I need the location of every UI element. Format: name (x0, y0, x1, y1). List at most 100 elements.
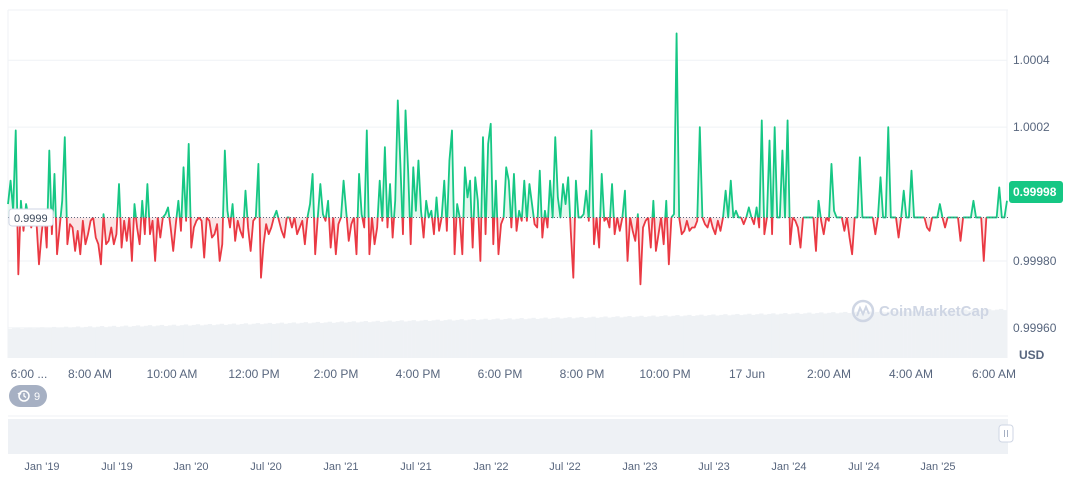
volume-bar (391, 321, 396, 358)
line-below-baseline (148, 217, 159, 262)
x-tick-label: 2:00 PM (314, 367, 359, 381)
line-above-baseline (363, 129, 370, 218)
line-above-baseline (493, 179, 499, 218)
volume-bar (355, 322, 360, 358)
volume-bar (435, 319, 440, 358)
volume-bar (827, 312, 832, 358)
volume-bar (143, 325, 149, 358)
volume-bar (359, 321, 364, 358)
volume-bar (523, 319, 528, 358)
volume-bar (987, 309, 992, 358)
volume-bar (835, 313, 840, 358)
volume-bar (503, 318, 508, 358)
volume-bar (715, 315, 720, 358)
line-below-baseline (709, 217, 724, 236)
history-badge[interactable]: 9 (9, 385, 47, 407)
volume-bar (679, 316, 684, 358)
area-above-baseline (829, 163, 842, 218)
line-below-baseline (142, 217, 147, 236)
line-below-baseline (980, 217, 988, 262)
volume-bar (507, 318, 512, 358)
volume-bar (247, 324, 253, 358)
line-above-baseline (316, 183, 326, 218)
volume-bar (603, 316, 608, 358)
line-above-baseline (517, 209, 522, 218)
volume-bar (631, 317, 636, 358)
volume-bar (803, 313, 808, 358)
line-above-baseline (376, 179, 383, 218)
navigator-handle[interactable] (998, 424, 1014, 443)
line-above-baseline (670, 32, 681, 219)
navigator-range[interactable] (8, 419, 1008, 454)
volume-bar (539, 318, 544, 358)
volume-bar (723, 314, 728, 358)
line-below-baseline (701, 217, 712, 229)
line-below-baseline (606, 217, 611, 229)
line-below-baseline (678, 217, 699, 236)
volume-bar (691, 316, 696, 358)
line-above-baseline (424, 199, 433, 219)
area-above-baseline (8, 130, 18, 218)
history-icon (17, 390, 30, 402)
volume-bar (267, 322, 273, 358)
volume-bar (775, 314, 780, 358)
volume-bar (883, 312, 888, 358)
volume-bar (459, 319, 464, 358)
line-below-baseline (515, 217, 520, 232)
volume-bar (659, 316, 664, 358)
volume-bar (15, 327, 21, 358)
line-below-baseline (625, 217, 632, 262)
line-below-baseline (660, 217, 667, 246)
baseline-badge[interactable]: 0.9999 (8, 208, 54, 227)
volume-bar (915, 310, 920, 358)
volume-bar (219, 323, 225, 358)
volume-bar (427, 321, 432, 358)
navigator-tick-label: Jan '21 (323, 461, 358, 473)
volume-bar (375, 320, 380, 358)
line-below-baseline (740, 217, 748, 226)
line-below-baseline (545, 217, 549, 229)
volume-bar (83, 326, 89, 358)
line-above-baseline (185, 142, 192, 218)
line-below-baseline (470, 217, 475, 249)
line-above-baseline (254, 163, 261, 218)
line-below-baseline (367, 217, 373, 256)
volume-bar (875, 311, 880, 358)
volume-bar (559, 318, 564, 358)
volume-bar (223, 324, 229, 358)
volume-bar (739, 315, 744, 358)
volume-bar (299, 322, 305, 358)
volume-bar (259, 324, 265, 358)
volume-bar (923, 310, 928, 358)
line-below-baseline (313, 217, 319, 256)
line-below-baseline (540, 217, 546, 239)
line-below-baseline (288, 217, 296, 229)
y-tick-label: 1.0002 (1013, 120, 1050, 134)
line-above-baseline (59, 136, 68, 218)
chart-frame (7, 9, 1008, 358)
line-below-baseline (941, 217, 949, 229)
volume-bar (155, 325, 161, 358)
volume-bar (847, 313, 852, 358)
volume-bar (287, 323, 293, 358)
volume-bar (179, 325, 185, 358)
volume-bar (555, 317, 560, 358)
x-tick-label: 8:00 AM (68, 367, 112, 381)
volume-bar (203, 324, 209, 358)
volume-bar (63, 326, 69, 358)
line-below-baseline (293, 217, 309, 246)
volume-bar (491, 319, 496, 358)
volume-bar (283, 323, 289, 358)
volume-bar (867, 311, 872, 358)
volume-bar (863, 312, 868, 358)
line-below-baseline (491, 217, 496, 246)
volume-bar (147, 325, 153, 358)
volume-bar (663, 315, 668, 358)
line-above-baseline (393, 99, 404, 218)
volume-bar (567, 317, 572, 358)
volume-bar (531, 317, 536, 358)
time-navigator[interactable] (8, 415, 1014, 454)
navigator-tick-label: Jan '20 (173, 461, 208, 473)
line-above-baseline (356, 173, 364, 218)
